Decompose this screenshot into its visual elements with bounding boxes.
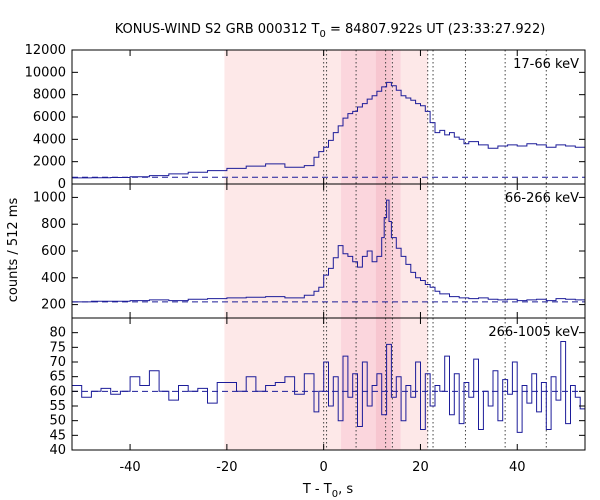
x-tick-label: 20: [412, 460, 429, 475]
chart-title: KONUS-WIND S2 GRB 000312 T0 = 84807.922s…: [115, 22, 546, 40]
y-tick-label: 70: [49, 355, 66, 370]
x-tick-label: -40: [119, 460, 140, 475]
x-axis: -40 -20 0 20 40: [119, 460, 525, 475]
y-tick-label: 80: [49, 326, 66, 341]
y-tick-label: 800: [41, 217, 66, 232]
y-tick-label: 55: [49, 399, 66, 414]
energy-band-label: 266-1005 keV: [488, 325, 579, 340]
y-tick-label: 6000: [33, 110, 66, 125]
y-tick-label: 1000: [33, 190, 66, 205]
x-tick-label: 0: [320, 460, 328, 475]
y-tick-label: 4000: [33, 132, 66, 147]
y-axis-label: counts / 512 ms: [6, 198, 21, 303]
y-tick-label: 75: [49, 340, 66, 355]
x-tick-label: 40: [509, 460, 526, 475]
y-tick-label: 200: [41, 298, 66, 313]
y-tick-label: 600: [41, 244, 66, 259]
y-tick-label: 8000: [33, 88, 66, 103]
y-tick-label: 0: [58, 177, 66, 192]
y-tick-label: 65: [49, 370, 66, 385]
y-tick-label: 400: [41, 271, 66, 286]
y-tick-label: 2000: [33, 155, 66, 170]
y-tick-label: 45: [49, 428, 66, 443]
panel-frame: [71, 317, 586, 451]
shaded-interval: [375, 50, 391, 450]
y-tick-label: 12000: [25, 43, 66, 58]
energy-band-label: 66-266 keV: [505, 191, 579, 206]
count-rate-series: [72, 199, 585, 303]
y-tick-label: 60: [49, 384, 66, 399]
count-rate-series: [72, 341, 585, 433]
x-axis-label: T - T0, s: [302, 482, 353, 500]
y-tick-label: 40: [49, 443, 66, 458]
count-rate-series: [72, 81, 585, 179]
x-tick-label: -20: [216, 460, 237, 475]
energy-band-label: 17-66 keV: [513, 57, 579, 72]
y-tick-label: 10000: [25, 65, 66, 80]
y-tick-label: 50: [49, 414, 66, 429]
time-markers: [323, 50, 547, 450]
energy-panel: 0 2000 4000 6000 8000 10000 12000 17-66 keV: [25, 43, 586, 192]
energy-panels: 0 2000 4000 6000 8000 10000 12000 17-66 keV 200 4…: [25, 43, 586, 458]
